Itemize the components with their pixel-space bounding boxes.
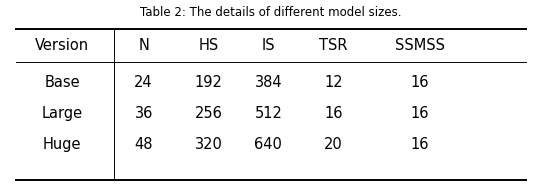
Text: 16: 16 [411,137,429,152]
Text: Base: Base [44,75,80,90]
Text: 512: 512 [254,106,282,121]
Text: Version: Version [35,38,89,53]
Text: 320: 320 [195,137,223,152]
Text: 256: 256 [195,106,223,121]
Text: 20: 20 [324,137,343,152]
Text: N: N [138,38,149,53]
Text: TSR: TSR [319,38,347,53]
Text: Table 2: The details of different model sizes.: Table 2: The details of different model … [140,6,402,19]
Text: Huge: Huge [43,137,82,152]
Text: 192: 192 [195,75,223,90]
Text: 16: 16 [411,106,429,121]
Text: 24: 24 [134,75,153,90]
Text: HS: HS [198,38,219,53]
Text: Large: Large [42,106,83,121]
Text: 16: 16 [324,106,343,121]
Text: 640: 640 [254,137,282,152]
Text: 12: 12 [324,75,343,90]
Text: 384: 384 [255,75,282,90]
Text: 48: 48 [134,137,153,152]
Text: 16: 16 [411,75,429,90]
Text: IS: IS [261,38,275,53]
Text: SSMSS: SSMSS [395,38,445,53]
Text: 36: 36 [134,106,153,121]
